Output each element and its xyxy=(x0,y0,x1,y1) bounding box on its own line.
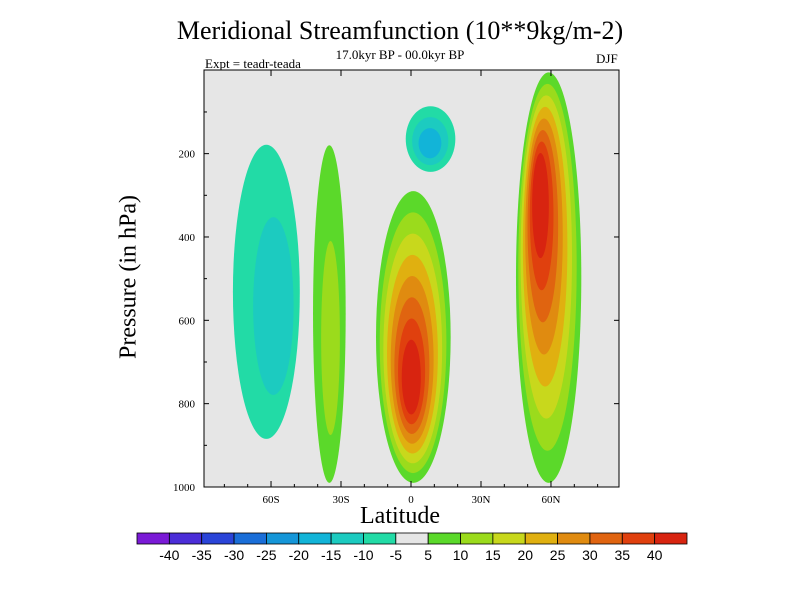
colorbar-label: 35 xyxy=(615,547,631,563)
colorbar-label: -20 xyxy=(289,547,309,563)
colorbar-label: -30 xyxy=(224,547,244,563)
colorbar-label: -5 xyxy=(390,547,403,563)
colorbar-swatch xyxy=(266,532,300,545)
feature-upper-tropical-negative-cell xyxy=(399,95,463,179)
feature-northern-midlatitude-positive-cell xyxy=(515,72,582,483)
contour-level--20 xyxy=(418,128,442,159)
contour-level-40 xyxy=(532,153,549,259)
colorbar-swatch xyxy=(136,532,170,545)
colorbar-swatch xyxy=(460,532,494,545)
colorbar-swatch xyxy=(395,532,429,545)
colorbar-label: 15 xyxy=(485,547,501,563)
colorbar-label: -35 xyxy=(192,547,212,563)
x-tick-label: 30S xyxy=(332,494,349,506)
colorbar-label: -15 xyxy=(321,547,341,563)
y-axis-ticks: 200 400 600 800 1000 xyxy=(173,111,619,494)
chart-title: Meridional Streamfunction (10**9kg/m-2) xyxy=(176,16,624,45)
colorbar: -40 -35 -30 -25 -20 -15 -10 -5 5 10 15 20 25 30 35 40 xyxy=(136,532,688,563)
colorbar-label: 30 xyxy=(582,547,598,563)
colorbar-swatch xyxy=(168,532,203,545)
x-tick-label: 60S xyxy=(262,494,279,506)
colorbar-swatch xyxy=(557,532,591,545)
colorbar-swatch xyxy=(363,532,397,545)
y-tick-label: 1000 xyxy=(173,482,196,494)
colorbar-label: 5 xyxy=(424,547,432,563)
x-axis-ticks: 60S 30S 0 30N 60N xyxy=(223,70,599,506)
colorbar-swatch xyxy=(201,532,235,545)
colorbar-label: -40 xyxy=(159,547,179,563)
chart-subtitle: 17.0kyr BP - 00.0kyr BP xyxy=(335,47,465,62)
contour-level-40 xyxy=(401,339,421,415)
colorbar-swatch xyxy=(427,532,461,545)
contour-level-10 xyxy=(321,240,340,436)
colorbar-swatch xyxy=(621,532,656,545)
colorbar-swatch xyxy=(298,532,332,545)
colorbar-swatch xyxy=(589,532,623,545)
contour-level--15 xyxy=(253,217,294,396)
feature-southern-negative-band xyxy=(212,72,307,483)
season-label: DJF xyxy=(596,51,618,66)
colorbar-swatch xyxy=(524,532,558,545)
y-tick-label: 600 xyxy=(179,315,196,327)
feature-tropical-positive-cell xyxy=(376,191,451,483)
contour-fields xyxy=(212,72,582,483)
colorbar-label: 10 xyxy=(453,547,469,563)
x-tick-label: 0 xyxy=(408,494,414,506)
x-tick-label: 30N xyxy=(472,494,491,506)
colorbar-swatch xyxy=(492,532,526,545)
x-axis-label: Latitude xyxy=(360,503,440,529)
feature-southern-subtropical-positive-band xyxy=(313,145,346,483)
colorbar-swatch xyxy=(233,532,267,545)
colorbar-label: 25 xyxy=(550,547,566,563)
colorbar-label: -10 xyxy=(353,547,373,563)
x-tick-label: 60N xyxy=(542,494,561,506)
colorbar-label: -25 xyxy=(256,547,276,563)
colorbar-swatch xyxy=(330,532,364,545)
colorbar-swatch xyxy=(654,532,688,545)
colorbar-label: 20 xyxy=(517,547,533,563)
colorbar-label: 40 xyxy=(647,547,663,563)
experiment-label: Expt = teadr-teada xyxy=(205,56,301,71)
y-tick-label: 800 xyxy=(179,399,196,411)
y-tick-label: 400 xyxy=(179,232,196,244)
y-tick-label: 200 xyxy=(179,149,196,161)
